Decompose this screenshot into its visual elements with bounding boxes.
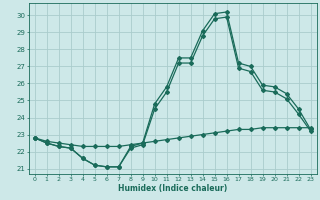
X-axis label: Humidex (Indice chaleur): Humidex (Indice chaleur) bbox=[118, 184, 227, 193]
